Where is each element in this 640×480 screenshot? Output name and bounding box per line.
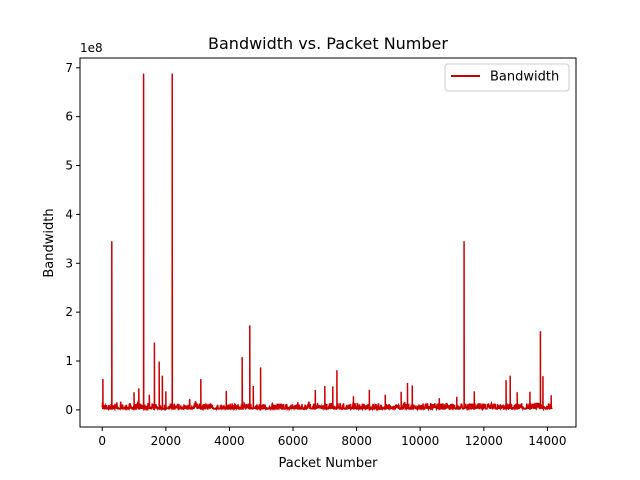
series-layer — [101, 73, 553, 412]
x-tick-label: 10000 — [401, 434, 439, 448]
y-tick-label: 4 — [65, 207, 73, 221]
x-tick-label: 4000 — [214, 434, 245, 448]
x-tick-label: 0 — [98, 434, 106, 448]
x-tick-label: 14000 — [528, 434, 566, 448]
x-axis-label: Packet Number — [279, 456, 379, 471]
legend: Bandwidth — [444, 63, 570, 92]
series-line-bandwidth — [101, 73, 553, 412]
y-tick-label: 7 — [65, 61, 73, 75]
y-tick-label: 0 — [65, 403, 73, 417]
x-tick-label: 12000 — [465, 434, 503, 448]
y-tick-label: 3 — [65, 256, 73, 270]
x-tick-label: 8000 — [341, 434, 372, 448]
y-axis-ticks: 0 1 2 3 4 5 6 7 — [65, 61, 80, 417]
legend-label-bandwidth: Bandwidth — [490, 70, 559, 85]
x-tick-label: 2000 — [151, 434, 182, 448]
x-tick-label: 6000 — [278, 434, 309, 448]
y-axis-label: Bandwidth — [42, 208, 57, 277]
y-tick-label: 6 — [65, 110, 73, 124]
legend-box — [444, 63, 570, 92]
plot-area — [79, 57, 577, 428]
y-tick-label: 5 — [65, 159, 73, 173]
y-tick-label: 2 — [65, 305, 73, 319]
y-offset-label: 1e8 — [80, 41, 103, 55]
y-tick-label: 1 — [65, 354, 73, 368]
x-axis-ticks: 0 2000 4000 6000 8000 10000 12000 14000 — [98, 427, 566, 448]
chart-title: Bandwidth vs. Packet Number — [208, 34, 448, 53]
axes-frame — [79, 57, 577, 428]
